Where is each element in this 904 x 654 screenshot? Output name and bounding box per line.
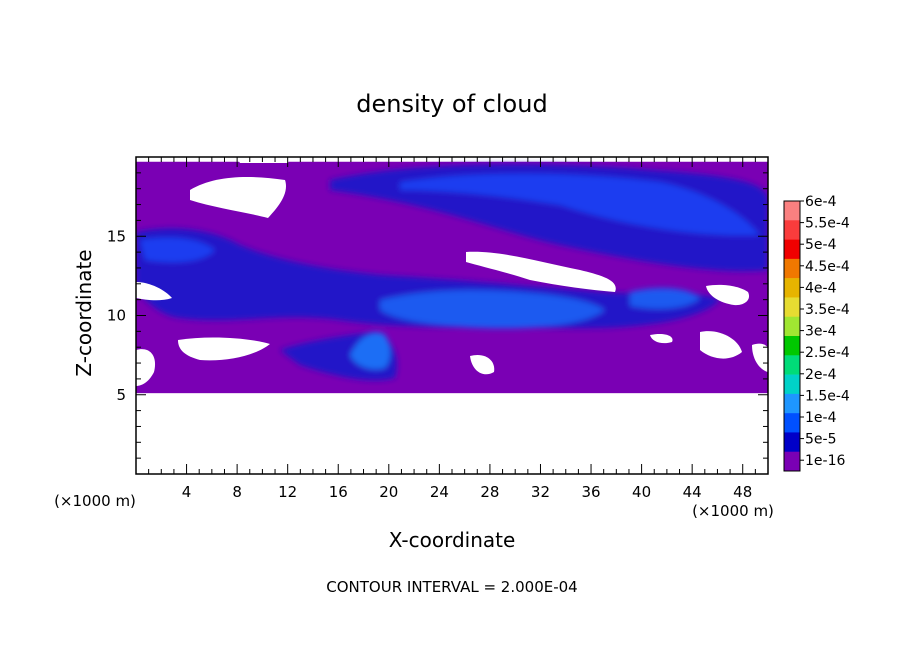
y-axis-ticks: 5 10 15	[107, 172, 768, 459]
x-tick-label: 8	[232, 483, 242, 501]
colorbar-label: 5e-4	[805, 237, 837, 253]
colorbar-label: 4.5e-4	[805, 259, 850, 275]
x-tick-label: 28	[480, 483, 499, 501]
gap-region-8	[700, 331, 742, 359]
colorbar-swatch	[784, 336, 800, 356]
colorbar-swatch	[784, 316, 800, 337]
contour-interval-label: CONTOUR INTERVAL = 2.000E-04	[326, 578, 577, 596]
x-tick-label: 40	[632, 483, 651, 501]
x-tick-label: 12	[278, 483, 297, 501]
colorbar-label: 6e-4	[805, 194, 837, 210]
colorbar-swatch	[784, 258, 800, 279]
blue-region-mid	[380, 290, 605, 329]
blue-region-right-mid	[630, 288, 700, 309]
gap-region-6	[470, 354, 495, 375]
colorbar-swatch	[784, 239, 800, 260]
x-tick-label: 36	[581, 483, 600, 501]
colorbar-label: 2.5e-4	[805, 345, 850, 361]
colorbar-swatch	[784, 297, 800, 318]
z-unit-label: (×1000 m)	[692, 502, 774, 520]
gap-region-10	[136, 282, 172, 301]
gap-region-5	[136, 349, 156, 386]
colorbar-swatch	[784, 355, 800, 375]
x-tick-label: 16	[329, 483, 348, 501]
y-axis-label: Z-coordinate	[72, 249, 96, 376]
colorbar-label: 2e-4	[805, 367, 837, 383]
colorbar: 6e-4 5.5e-4 5e-4 4.5e-4 4e-4 3.5e-4 3e-4 2.5e-4…	[783, 194, 850, 472]
colorbar-label: 1e-16	[805, 453, 845, 469]
colorbar-label: 5.5e-4	[805, 216, 850, 232]
blue-region-left-upper	[140, 237, 215, 263]
colorbar-swatch	[784, 220, 800, 240]
y-tick-label: 15	[107, 227, 126, 245]
gap-region-7	[650, 333, 673, 344]
gap-region-9	[752, 343, 768, 372]
x-tick-label: 48	[733, 483, 752, 501]
gap-region-4	[178, 337, 270, 361]
x-tick-label: 44	[683, 483, 702, 501]
x-tick-label: 24	[430, 483, 449, 501]
gap-region-11	[236, 157, 290, 163]
colorbar-frame	[783, 200, 801, 472]
x-tick-label: 20	[379, 483, 398, 501]
blue-region-upper-inner	[400, 173, 760, 236]
gap-region-2	[466, 251, 616, 292]
colorbar-swatch	[784, 278, 800, 298]
colorbar-swatch	[784, 451, 800, 472]
x-tick-label: 4	[182, 483, 192, 501]
colorbar-swatch	[784, 201, 800, 221]
colorbar-label: 5e-5	[805, 432, 836, 448]
colorbar-label: 4e-4	[805, 280, 837, 296]
x-unit-label: (×1000 m)	[54, 492, 136, 510]
colorbar-swatch	[784, 413, 800, 433]
colorbar-label: 1.5e-4	[805, 388, 850, 404]
colorbar-swatch	[784, 432, 800, 453]
x-axis-ticks: 4 8 12 16 20 24 28 32 36 40 44 48	[148, 157, 756, 501]
colorbar-label: 3.5e-4	[805, 302, 850, 318]
colorbar-swatch	[784, 393, 800, 414]
x-axis-label: X-coordinate	[389, 528, 516, 552]
gap-region-3	[706, 284, 750, 306]
x-tick-label: 32	[531, 483, 550, 501]
blue-region-low-inner	[350, 332, 391, 370]
colorbar-swatch	[784, 374, 800, 395]
y-tick-label: 10	[107, 307, 126, 325]
chart-title: density of cloud	[356, 90, 547, 118]
colorbar-label: 1e-4	[805, 410, 837, 426]
colorbar-label: 3e-4	[805, 324, 837, 340]
y-tick-label: 5	[116, 386, 126, 404]
gap-region-1	[190, 177, 287, 218]
